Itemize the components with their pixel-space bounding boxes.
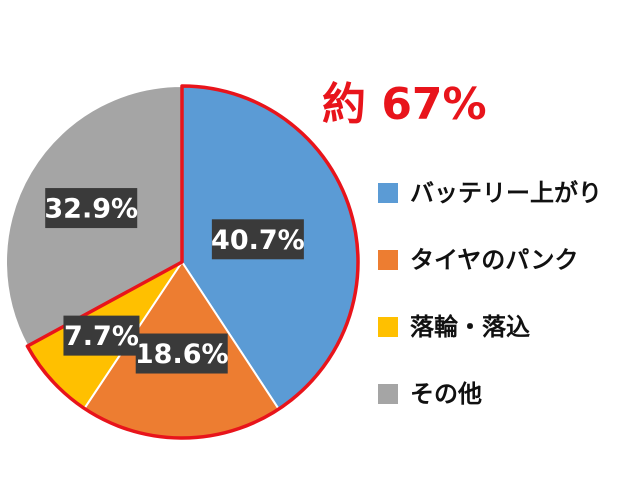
highlight-outline: [25, 84, 360, 440]
highlight-outline-group: [25, 84, 360, 440]
data-label-box: [45, 188, 138, 229]
legend-swatch: [378, 317, 398, 337]
legend-item: その他: [378, 380, 482, 408]
annotation-total: 約 67%: [322, 79, 487, 130]
data-label-4: 32.9%: [44, 188, 138, 229]
legend-item: 落輪・落込: [378, 313, 530, 341]
legend-item: タイヤのパンク: [378, 246, 578, 274]
data-labels: 40.7% 18.6%7.7% 32.9%: [44, 188, 305, 374]
data-label-text: 40.7%: [211, 225, 305, 256]
legend-item: バッテリー上がり: [378, 179, 602, 207]
legend-label: タイヤのパンク: [410, 246, 578, 274]
data-label-text: 18.6%: [135, 339, 229, 370]
data-label-text: 7.7%: [64, 321, 139, 352]
legend-label: 落輪・落込: [410, 313, 530, 341]
data-label-box: [135, 333, 228, 374]
legend-swatch: [378, 384, 398, 404]
legend-swatch: [378, 250, 398, 270]
data-label-1: 40.7%: [211, 219, 305, 260]
legend-swatch: [378, 183, 398, 203]
legend-label: バッテリー上がり: [410, 179, 602, 207]
data-label-box: [211, 219, 304, 260]
data-label-text: 32.9%: [44, 194, 138, 225]
data-label-3: 7.7%: [63, 315, 140, 356]
data-label-box: [63, 315, 140, 356]
legend-label: その他: [410, 380, 482, 408]
data-label-2: 18.6%: [135, 333, 229, 374]
